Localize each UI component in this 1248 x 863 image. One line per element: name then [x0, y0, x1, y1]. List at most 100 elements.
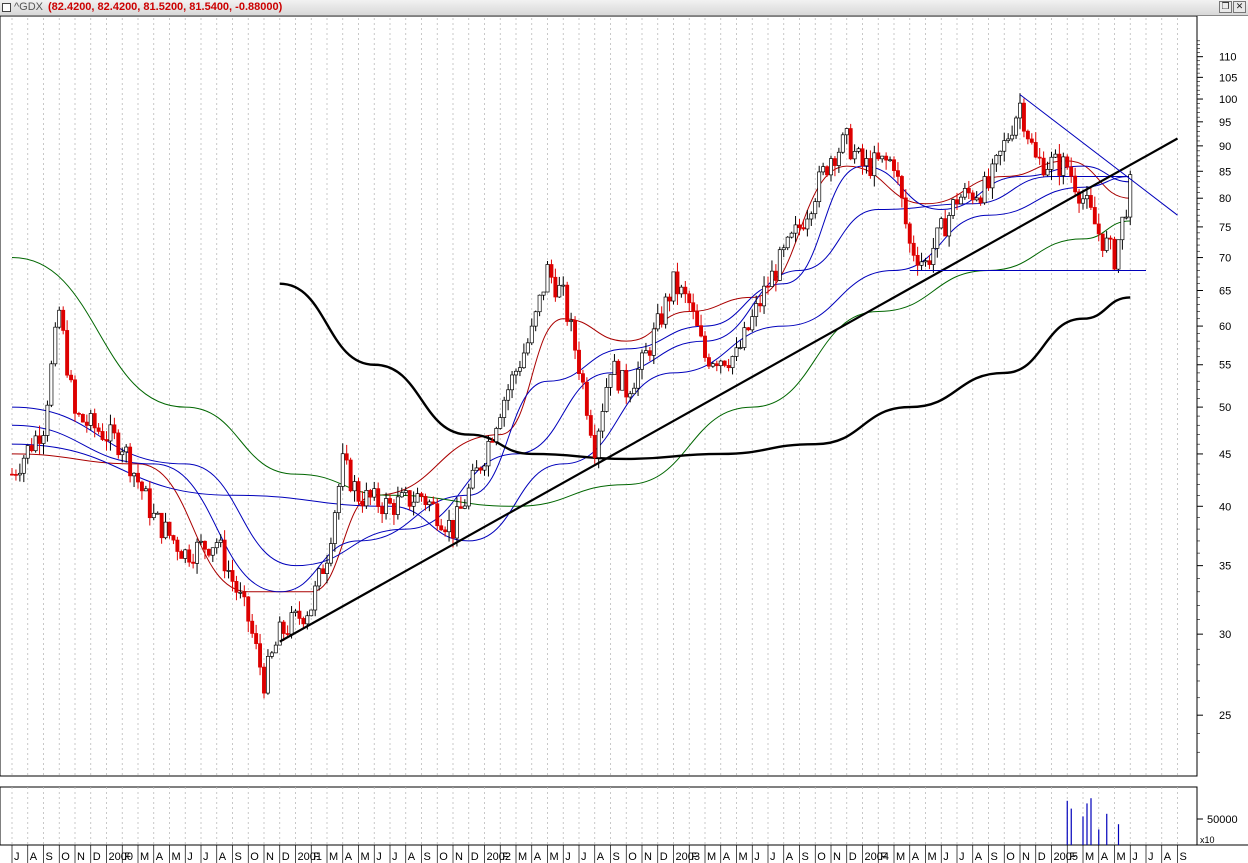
- x-tick-label: J: [392, 851, 398, 863]
- candle-body: [336, 486, 341, 514]
- candle-body: [360, 500, 365, 507]
- x-tick-label: S: [613, 851, 620, 863]
- candle-body: [951, 199, 956, 216]
- candle-body: [939, 218, 944, 229]
- candle-body: [419, 493, 424, 497]
- candle-body: [1006, 138, 1011, 141]
- x-tick-label: 2002: [487, 851, 511, 863]
- candle-body: [703, 335, 707, 358]
- candle-body: [537, 294, 542, 313]
- y-tick-label: 100: [1219, 94, 1237, 106]
- candle-body: [958, 196, 963, 205]
- candle-body: [57, 309, 62, 328]
- x-tick-label: N: [644, 851, 652, 863]
- x-tick-label: M: [140, 851, 149, 863]
- candle-body: [427, 501, 432, 506]
- candle-body: [738, 347, 743, 349]
- volume-pane-frame: [0, 786, 1198, 846]
- y-tick-label: 60: [1219, 321, 1231, 333]
- y-tick-label: 55: [1219, 360, 1231, 372]
- candle-body: [746, 327, 751, 331]
- x-tick-label: A: [408, 851, 416, 863]
- x-tick-label: A: [1101, 851, 1109, 863]
- candle-body: [722, 360, 727, 366]
- candle-body: [1018, 102, 1022, 119]
- candle-body: [848, 128, 853, 160]
- candle-body: [895, 170, 900, 177]
- x-tick-label: A: [786, 851, 794, 863]
- candle-body: [163, 521, 168, 539]
- candle-body: [982, 176, 987, 204]
- candle-body: [931, 247, 936, 265]
- candle-body: [1104, 237, 1109, 251]
- candle-body: [116, 432, 121, 456]
- candle-body: [533, 311, 538, 327]
- candle-body: [892, 159, 896, 171]
- candle-body: [825, 166, 830, 176]
- candle-body: [132, 472, 137, 477]
- x-tick-label: F: [1069, 851, 1076, 863]
- x-tick-label: J: [754, 851, 760, 863]
- x-tick-label: O: [628, 851, 637, 863]
- candle-body: [136, 472, 140, 483]
- candle-body: [529, 325, 534, 344]
- window-icon[interactable]: [2, 3, 11, 12]
- x-tick-label: S: [991, 851, 998, 863]
- candle-body: [584, 381, 589, 416]
- candle-body: [195, 541, 200, 564]
- x-tick-label: M: [361, 851, 370, 863]
- y-tick-label: 105: [1219, 72, 1237, 84]
- candle-body: [1029, 138, 1034, 143]
- trend-line: [1019, 94, 1178, 216]
- candle-body: [1045, 168, 1050, 176]
- x-tick-label: M: [739, 851, 748, 863]
- candle-body: [1053, 153, 1058, 158]
- candle-body: [1061, 156, 1066, 176]
- candle-body: [344, 453, 349, 461]
- x-tick-label: S: [424, 851, 431, 863]
- candle-body: [643, 350, 648, 354]
- x-tick-label: M: [550, 851, 559, 863]
- candle-body: [297, 610, 302, 619]
- candle-body: [399, 492, 404, 498]
- restore-window-icon[interactable]: ❐: [1219, 1, 1232, 13]
- candle-body: [462, 505, 467, 509]
- x-tick-label: M: [928, 851, 937, 863]
- candle-body: [592, 435, 597, 458]
- candle-body: [640, 352, 644, 370]
- candle-body: [364, 490, 369, 507]
- candle-body: [821, 166, 826, 173]
- trend-line: [279, 137, 1179, 643]
- x-tick-label: N: [266, 851, 274, 863]
- candle-body: [356, 481, 361, 502]
- candle-body: [947, 215, 952, 237]
- candle-body: [41, 435, 46, 444]
- candle-body: [76, 413, 81, 415]
- candle-body: [494, 428, 499, 442]
- x-tick-label: N: [833, 851, 841, 863]
- candle-body: [49, 363, 54, 406]
- candle-body: [321, 568, 326, 574]
- candle-body: [435, 503, 440, 527]
- candle-body: [210, 547, 215, 556]
- candle-body: [919, 261, 924, 266]
- close-window-icon[interactable]: ✕: [1233, 1, 1246, 13]
- candle-body: [679, 286, 684, 295]
- x-tick-label: 2001: [298, 851, 322, 863]
- candle-body: [695, 310, 700, 326]
- candle-body: [801, 227, 806, 230]
- candle-body: [872, 152, 877, 176]
- candle-body: [588, 415, 593, 436]
- candle-body: [388, 498, 392, 504]
- candle-body: [1112, 238, 1117, 270]
- candle-body: [458, 506, 463, 509]
- candle-body: [1128, 174, 1133, 218]
- candle-body: [525, 342, 530, 354]
- candle-body: [73, 379, 77, 414]
- candle-body: [706, 357, 711, 367]
- x-tick-label: S: [802, 851, 809, 863]
- y-tick-label: 50: [1219, 402, 1231, 414]
- x-tick-label: O: [1006, 851, 1015, 863]
- candle-body: [104, 439, 109, 442]
- candle-body: [33, 435, 38, 452]
